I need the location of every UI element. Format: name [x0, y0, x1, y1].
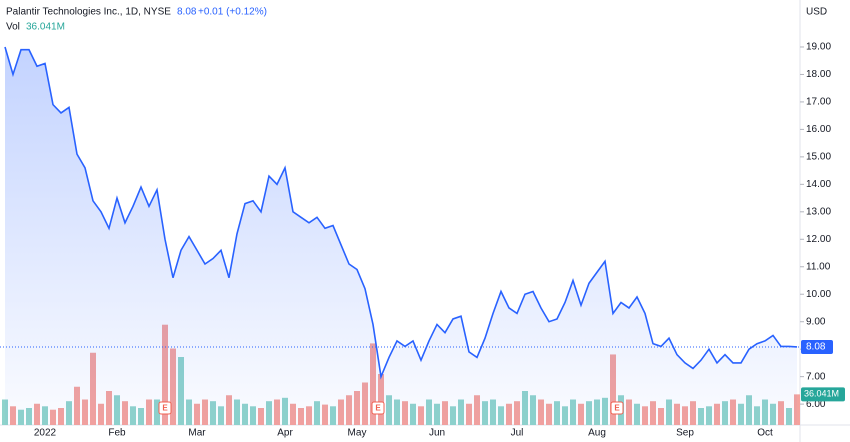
last-price: 8.08 [177, 7, 197, 18]
x-tick-label: Mar [188, 428, 206, 439]
y-tick-label: 10.00 [806, 289, 831, 300]
volume-last-label: 36.041M [804, 389, 839, 399]
last-price-box [801, 339, 833, 354]
last-price-label: 8.08 [806, 342, 826, 353]
y-tick-label: 7.00 [806, 371, 826, 382]
x-tick-label: Sep [676, 428, 694, 439]
price-change: +0.01 (+0.12%) [198, 7, 267, 18]
x-tick-label: May [348, 428, 367, 439]
y-tick-label: 17.00 [806, 97, 831, 108]
y-tick-label: 9.00 [806, 316, 826, 327]
x-tick-label: Oct [757, 428, 773, 439]
y-tick-label: 15.00 [806, 152, 831, 163]
y-tick-label: 11.00 [806, 261, 831, 272]
earnings-badge [158, 401, 172, 415]
y-tick-label: 19.00 [806, 42, 831, 53]
earnings-label: E [162, 404, 168, 413]
x-tick-label: Aug [588, 428, 606, 439]
volume-last-box [801, 387, 845, 402]
y-tick-label: 18.00 [806, 69, 831, 80]
x-tick-label: Feb [108, 428, 126, 439]
volume-title: Vol [6, 22, 20, 33]
y-tick-label: 6.00 [806, 399, 826, 410]
y-tick-label: 16.00 [806, 124, 831, 135]
currency: USD [806, 7, 827, 18]
earnings-badge [371, 401, 385, 415]
x-tick-label: Jun [429, 428, 445, 439]
earnings-label: E [375, 404, 381, 413]
earnings-label: E [614, 404, 620, 413]
chart-title: Palantir Technologies Inc., 1D, NYSE [6, 7, 171, 18]
y-tick-label: 12.00 [806, 234, 831, 245]
price-area [5, 46, 797, 425]
x-tick-label: Jul [511, 428, 524, 439]
earnings-badge [610, 401, 624, 415]
y-tick-label: 14.00 [806, 179, 831, 190]
price-line [4, 46, 798, 380]
x-tick-label: 2022 [34, 428, 57, 439]
volume-value: 36.041M [26, 22, 65, 33]
x-tick-label: Apr [277, 428, 293, 439]
y-tick-label: 13.00 [806, 206, 831, 217]
